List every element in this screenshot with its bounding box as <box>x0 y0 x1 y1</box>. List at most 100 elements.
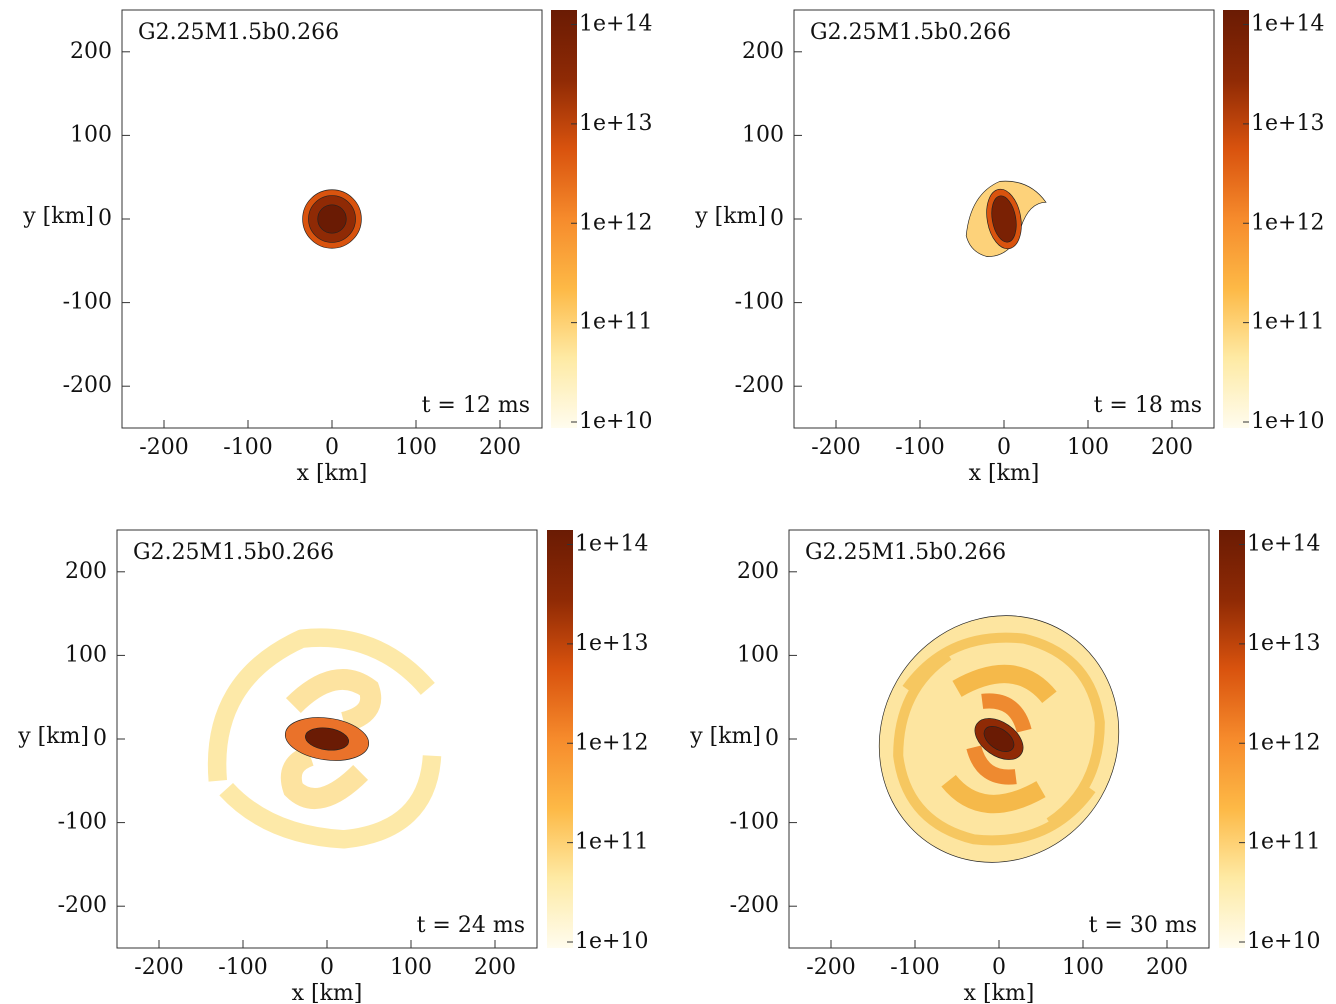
y-tick-label: 100 <box>742 122 784 147</box>
y-tick-label: 0 <box>93 726 107 751</box>
density-field <box>207 628 442 849</box>
plot-area <box>117 530 537 948</box>
colorbar-tick-label: 1e+14 <box>575 532 648 557</box>
density-field <box>302 189 362 249</box>
x-tick-label: 200 <box>1151 435 1193 460</box>
x-tick-label: -200 <box>806 955 855 980</box>
x-tick-label: 200 <box>474 955 516 980</box>
density-arm <box>893 651 1096 846</box>
y-tick-label: 100 <box>70 122 112 147</box>
x-tick-label: -100 <box>223 435 272 460</box>
x-tick-label: 0 <box>325 435 339 460</box>
density-arm <box>981 693 1032 733</box>
colorbar <box>547 530 573 948</box>
colorbar-tick-label: 1e+10 <box>575 929 648 954</box>
colorbar-tick-label: 1e+13 <box>575 631 648 656</box>
y-tick-label: 100 <box>65 642 107 667</box>
density-region <box>317 204 347 234</box>
x-tick-label: -200 <box>811 435 860 460</box>
density-arm <box>219 754 442 849</box>
colorbar-tick-label: 1e+10 <box>579 409 652 434</box>
x-tick-label: 200 <box>479 435 521 460</box>
plot-area <box>122 10 542 428</box>
density-field <box>965 180 1047 257</box>
y-axis-label: y [km] <box>17 724 89 749</box>
y-tick-label: -200 <box>58 893 107 918</box>
x-tick-label: 200 <box>1146 955 1188 980</box>
colorbar-tick-label: 1e+14 <box>579 12 652 37</box>
density-arm <box>280 745 369 809</box>
density-arm <box>952 664 1057 704</box>
density-arm <box>902 632 1105 827</box>
x-tick-label: 0 <box>992 955 1006 980</box>
colorbar-tick-label: 1e+12 <box>575 730 648 755</box>
y-tick-label: -100 <box>735 290 784 315</box>
y-tick-label: -200 <box>730 893 779 918</box>
density-arm <box>285 669 382 733</box>
density-region <box>304 727 350 751</box>
colorbar-tick-label: 1e+10 <box>1247 929 1320 954</box>
colorbar-tick-label: 1e+13 <box>579 111 652 136</box>
colorbar <box>551 10 577 428</box>
density-arm <box>966 745 1017 785</box>
y-tick-label: -200 <box>735 373 784 398</box>
panel: -200 -100 0 100 200 -200 -100 0 100 200 x [km] y [k… <box>689 529 1320 1004</box>
panel-title: G2.25M1.5b0.266 <box>805 540 1006 565</box>
y-tick-label: -200 <box>63 373 112 398</box>
colorbar-tick-label: 1e+11 <box>575 830 648 855</box>
x-tick-label: -100 <box>895 435 944 460</box>
plot-area <box>794 10 1214 428</box>
colorbar-tick-label: 1e+12 <box>1247 730 1320 755</box>
x-tick-label: -100 <box>218 955 267 980</box>
y-axis-label: y [km] <box>694 204 766 229</box>
density-region <box>983 726 1015 752</box>
x-axis-label: x [km] <box>964 981 1035 1004</box>
colorbar-tick-label: 1e+12 <box>579 210 652 235</box>
x-tick-label: 100 <box>1067 435 1109 460</box>
density-field <box>878 615 1120 863</box>
panel-title: G2.25M1.5b0.266 <box>133 540 334 565</box>
colorbar-tick-label: 1e+11 <box>1247 830 1320 855</box>
colorbar-tick-label: 1e+13 <box>1251 111 1324 136</box>
panel: -200 -100 0 100 200 -200 -100 0 100 200 x [km] y [k… <box>17 529 648 1004</box>
panel: -200 -100 0 100 200 -200 -100 0 100 200 x [km] y [k… <box>22 9 652 486</box>
density-region <box>991 195 1017 243</box>
y-axis-label: y [km] <box>22 204 94 229</box>
y-tick-label: 200 <box>70 39 112 64</box>
time-annotation: t = 24 ms <box>417 913 525 938</box>
colorbar-tick-label: 1e+11 <box>579 310 652 335</box>
y-tick-label: 0 <box>98 206 112 231</box>
y-tick-label: 0 <box>770 206 784 231</box>
colorbar-tick-label: 1e+13 <box>1247 631 1320 656</box>
time-annotation: t = 30 ms <box>1089 913 1197 938</box>
y-tick-label: 200 <box>742 39 784 64</box>
colorbar-tick-label: 1e+14 <box>1251 12 1324 37</box>
panel-title: G2.25M1.5b0.266 <box>138 20 339 45</box>
y-tick-label: 200 <box>65 559 107 584</box>
x-tick-label: -200 <box>134 955 183 980</box>
x-tick-label: 0 <box>997 435 1011 460</box>
y-tick-label: -100 <box>63 290 112 315</box>
x-tick-label: 100 <box>390 955 432 980</box>
colorbar <box>1219 530 1245 948</box>
x-tick-label: -200 <box>139 435 188 460</box>
x-tick-label: 100 <box>1062 955 1104 980</box>
y-axis-label: y [km] <box>689 724 761 749</box>
time-annotation: t = 12 ms <box>422 393 530 418</box>
colorbar <box>1223 10 1249 428</box>
colorbar-tick-label: 1e+10 <box>1251 409 1324 434</box>
y-tick-label: -100 <box>730 810 779 835</box>
colorbar-tick-label: 1e+14 <box>1247 532 1320 557</box>
x-tick-label: 100 <box>395 435 437 460</box>
y-tick-label: 200 <box>737 559 779 584</box>
density-arm <box>207 628 435 782</box>
y-tick-label: -100 <box>58 810 107 835</box>
x-tick-label: 0 <box>320 955 334 980</box>
y-tick-label: 0 <box>765 726 779 751</box>
x-tick-label: -100 <box>890 955 939 980</box>
x-axis-label: x [km] <box>969 461 1040 486</box>
x-axis-label: x [km] <box>292 981 363 1004</box>
panel: -200 -100 0 100 200 -200 -100 0 100 200 x [km] y [k… <box>694 9 1324 486</box>
colorbar-tick-label: 1e+12 <box>1251 210 1324 235</box>
